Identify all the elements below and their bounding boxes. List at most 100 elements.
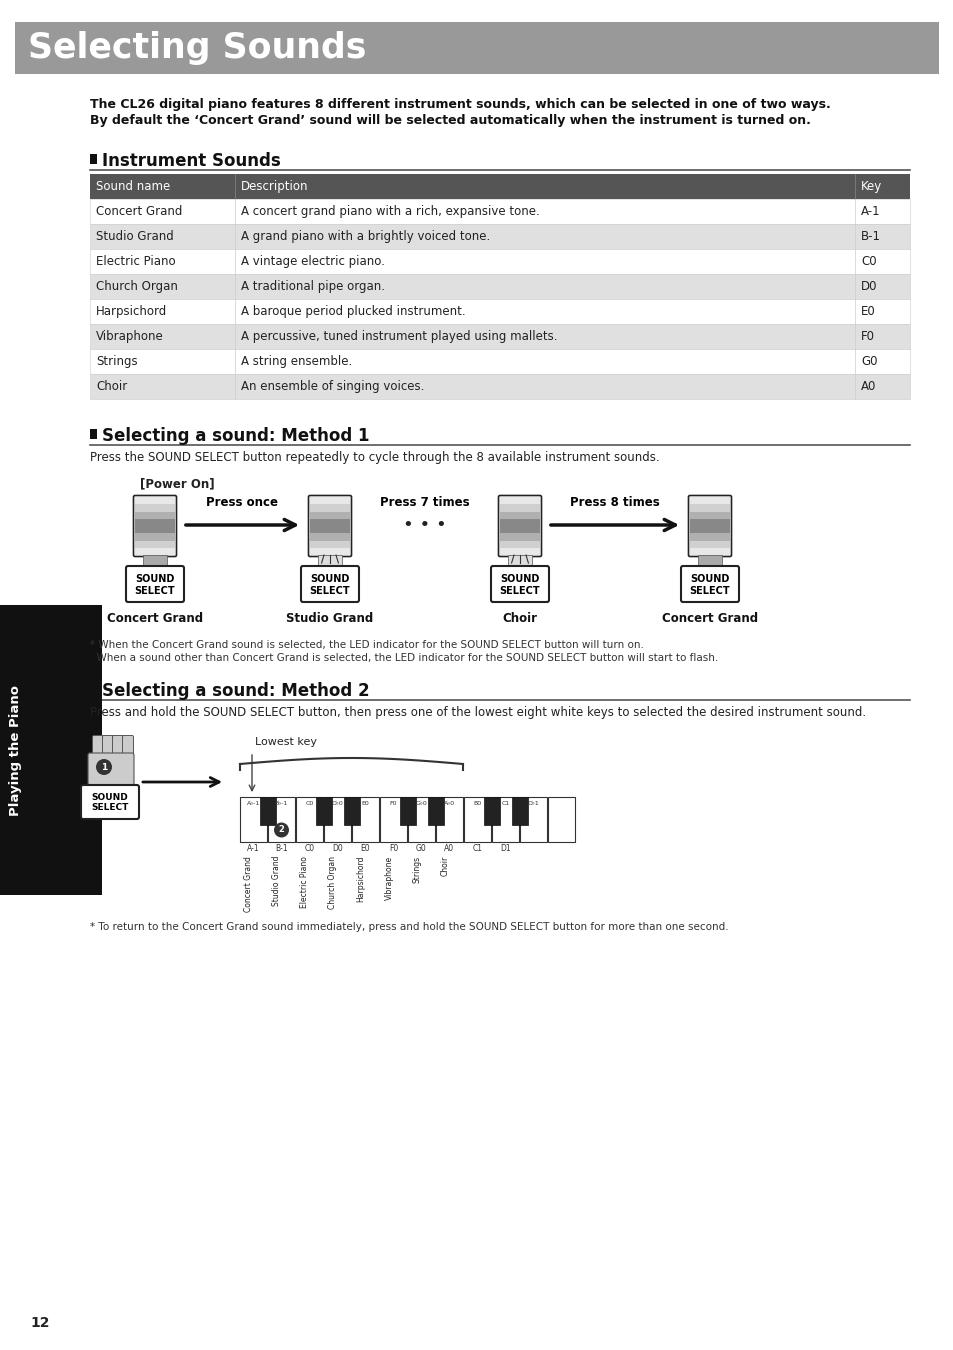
Text: G0: G0 <box>861 355 877 369</box>
Bar <box>689 497 729 505</box>
Bar <box>90 350 909 374</box>
Bar <box>260 796 275 825</box>
Text: Selecting a sound: Method 2: Selecting a sound: Method 2 <box>102 682 369 701</box>
Bar <box>90 274 909 298</box>
Text: SELECT: SELECT <box>91 803 129 813</box>
Text: Press and hold the SOUND SELECT button, then press one of the lowest eight white: Press and hold the SOUND SELECT button, … <box>90 706 865 720</box>
Text: Vibraphone: Vibraphone <box>384 856 393 900</box>
Text: C0: C0 <box>305 801 314 806</box>
Text: A♭-1: A♭-1 <box>247 801 260 806</box>
Bar <box>310 548 350 555</box>
Text: F0: F0 <box>389 844 397 853</box>
Text: • • •: • • • <box>403 516 446 535</box>
Text: An ensemble of singing voices.: An ensemble of singing voices. <box>241 379 424 393</box>
Text: Concert Grand: Concert Grand <box>107 612 203 625</box>
Bar <box>90 374 909 400</box>
Bar <box>483 796 499 825</box>
Bar <box>499 512 539 518</box>
Text: Lowest key: Lowest key <box>254 737 316 747</box>
Bar <box>499 540 539 548</box>
Text: C0: C0 <box>304 844 314 853</box>
Bar <box>135 518 174 526</box>
Text: The CL26 digital piano features 8 different instrument sounds, which can be sele: The CL26 digital piano features 8 differ… <box>90 99 830 111</box>
Bar <box>399 796 416 825</box>
Bar <box>135 512 174 518</box>
Text: Key: Key <box>861 180 882 193</box>
Text: E0: E0 <box>360 844 370 853</box>
Bar <box>310 505 350 512</box>
Bar <box>310 512 350 518</box>
Text: 1: 1 <box>101 763 107 771</box>
Text: Selecting Sounds: Selecting Sounds <box>28 31 366 65</box>
Text: SELECT: SELECT <box>134 586 175 597</box>
Text: Choir: Choir <box>440 856 449 876</box>
Bar <box>310 518 350 526</box>
Text: SOUND: SOUND <box>91 792 129 802</box>
Bar <box>295 796 323 842</box>
FancyBboxPatch shape <box>126 566 184 602</box>
Bar <box>512 796 527 825</box>
Text: Concert Grand: Concert Grand <box>244 856 253 911</box>
Text: C0: C0 <box>861 255 876 269</box>
Text: D♭1: D♭1 <box>527 801 538 806</box>
Bar <box>499 526 539 533</box>
Bar <box>90 154 97 163</box>
Text: D1: D1 <box>499 844 510 853</box>
Text: C1: C1 <box>472 844 482 853</box>
Text: * When the Concert Grand sound is selected, the LED indicator for the SOUND SELE: * When the Concert Grand sound is select… <box>90 640 643 649</box>
Text: Electric Piano: Electric Piano <box>96 255 175 269</box>
Text: A-1: A-1 <box>247 844 259 853</box>
Text: Selecting a sound: Method 1: Selecting a sound: Method 1 <box>102 427 369 446</box>
Text: B-1: B-1 <box>861 230 880 243</box>
Text: Strings: Strings <box>412 856 421 883</box>
Text: G♭0: G♭0 <box>416 801 427 806</box>
Text: A grand piano with a brightly voiced tone.: A grand piano with a brightly voiced ton… <box>241 230 490 243</box>
Bar <box>519 796 546 842</box>
Bar <box>143 555 167 566</box>
Text: A percussive, tuned instrument played using mallets.: A percussive, tuned instrument played us… <box>241 329 557 343</box>
Text: * To return to the Concert Grand sound immediately, press and hold the SOUND SEL: * To return to the Concert Grand sound i… <box>90 922 728 931</box>
Text: Sound name: Sound name <box>96 180 170 193</box>
FancyBboxPatch shape <box>88 753 133 784</box>
Text: Studio Grand: Studio Grand <box>96 230 173 243</box>
Text: Studio Grand: Studio Grand <box>273 856 281 906</box>
Text: F0: F0 <box>861 329 874 343</box>
Text: Church Organ: Church Organ <box>96 279 177 293</box>
Text: A0: A0 <box>861 379 876 393</box>
Bar <box>310 533 350 540</box>
Bar <box>689 518 729 526</box>
Text: SELECT: SELECT <box>499 586 539 597</box>
Text: A traditional pipe organ.: A traditional pipe organ. <box>241 279 385 293</box>
Bar <box>324 796 351 842</box>
Text: Concert Grand: Concert Grand <box>96 205 182 217</box>
Bar <box>499 497 539 505</box>
Bar <box>689 505 729 512</box>
Text: SOUND: SOUND <box>310 574 350 585</box>
Text: A-1: A-1 <box>861 205 880 217</box>
FancyBboxPatch shape <box>112 736 123 759</box>
Bar <box>499 533 539 540</box>
Bar <box>689 548 729 555</box>
Circle shape <box>274 822 289 837</box>
Text: Press 8 times: Press 8 times <box>570 495 659 509</box>
Text: Studio Grand: Studio Grand <box>286 612 374 625</box>
Text: SOUND: SOUND <box>690 574 729 585</box>
Text: 12: 12 <box>30 1316 50 1330</box>
Bar <box>317 555 341 566</box>
Text: SOUND: SOUND <box>135 574 174 585</box>
Text: D♭0: D♭0 <box>332 801 343 806</box>
Text: Electric Piano: Electric Piano <box>300 856 309 909</box>
Text: E0: E0 <box>361 801 369 806</box>
FancyBboxPatch shape <box>301 566 358 602</box>
Bar <box>135 548 174 555</box>
Bar <box>135 505 174 512</box>
Text: Instrument Sounds: Instrument Sounds <box>102 153 280 170</box>
FancyBboxPatch shape <box>92 736 103 759</box>
Bar <box>689 540 729 548</box>
Bar <box>90 298 909 324</box>
Bar <box>352 796 378 842</box>
Bar <box>310 526 350 533</box>
Text: A♭0: A♭0 <box>443 801 455 806</box>
Text: A0: A0 <box>444 844 454 853</box>
Bar <box>499 548 539 555</box>
